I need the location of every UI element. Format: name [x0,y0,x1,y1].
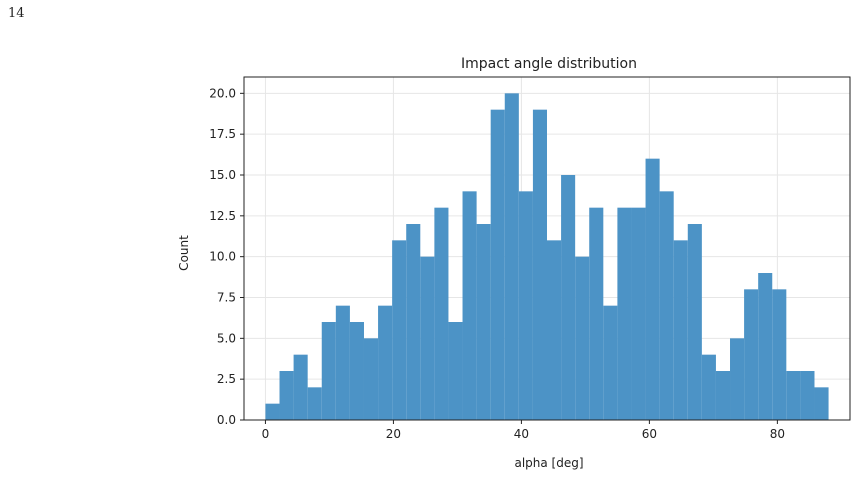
y-tick-label: 10.0 [209,250,236,264]
histogram-bar [800,371,815,420]
histogram-bar [476,224,491,420]
histogram-bar [378,305,393,420]
histogram-bar [589,207,604,420]
y-tick-label: 17.5 [209,127,236,141]
histogram-bar [434,207,449,420]
histogram-bar [701,354,716,420]
histogram-bar [687,224,702,420]
x-tick-label: 0 [262,427,270,441]
histogram-bar [504,93,519,420]
histogram-bar [772,289,787,420]
chart-title: Impact angle distribution [461,56,637,72]
x-axis-label: alpha [deg] [514,456,583,470]
histogram-bar [758,273,773,420]
histogram-bar [575,256,590,420]
histogram-bar [617,207,632,420]
y-tick-label: 20.0 [209,86,236,100]
histogram-bar [673,240,688,420]
histogram-bar [532,109,547,421]
histogram-bar [321,322,336,420]
histogram-bar [561,175,576,420]
histogram-bar [547,240,562,420]
histogram-bar [631,207,646,420]
histogram-bar [420,256,435,420]
x-tick-label: 60 [642,427,657,441]
bars-layer [265,93,829,421]
histogram-bar [448,322,463,420]
y-tick-label: 12.5 [209,209,236,223]
histogram-bar [645,158,660,420]
histogram-bar [349,322,364,420]
y-tick-label: 7.5 [217,291,236,305]
histogram-bar [293,354,308,420]
page-number: 14 [8,6,25,21]
histogram-bar [659,191,674,420]
histogram-bar [518,191,533,420]
histogram-bar [307,387,322,420]
y-tick-label: 0.0 [217,413,236,427]
histogram-bar [490,109,505,421]
x-tick-label: 80 [770,427,785,441]
y-tick-label: 5.0 [217,331,236,345]
histogram-bar [730,338,745,420]
histogram-bar [363,338,379,420]
histogram-bar [279,371,294,420]
histogram-bar [744,289,759,420]
y-axis-label: Count [177,235,191,271]
y-tick-label: 2.5 [217,372,236,386]
histogram-bar [715,371,731,420]
histogram-bar [814,387,829,420]
histogram-bar [265,403,280,420]
histogram-bar [406,224,421,420]
histogram-bar [786,371,801,420]
histogram-bar [462,191,477,420]
plot-frame [243,76,851,421]
histogram-bar [335,305,350,420]
histogram-bar [392,240,407,420]
x-tick-label: 40 [514,427,529,441]
y-tick-label: 15.0 [209,168,236,182]
ticks-layer: 0 20 40 60 80 0.0 2.5 5.0 7.5 10.0 12.5 15.0 17.5 20.… [209,86,785,441]
histogram-bar [603,305,618,420]
x-tick-label: 20 [386,427,401,441]
